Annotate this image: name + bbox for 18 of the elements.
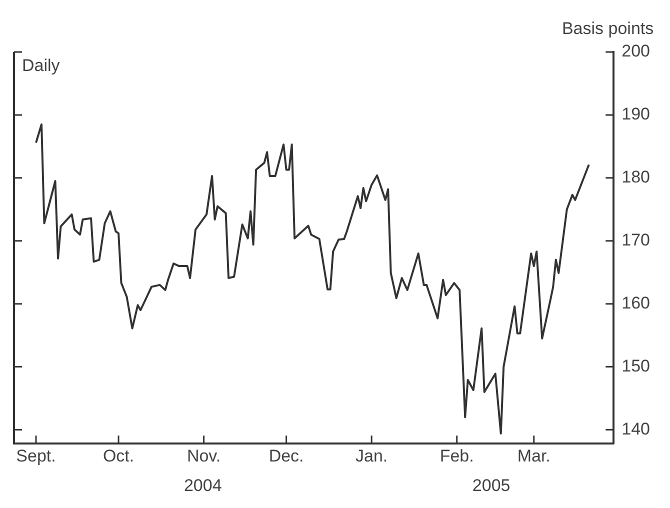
- text: 2005: [472, 476, 510, 495]
- y-tick-label: 190: [622, 104, 650, 124]
- x-tick-label: Mar.: [517, 446, 550, 466]
- text: 2004: [184, 476, 222, 495]
- x-tick-label: Feb.: [440, 446, 474, 466]
- y-tick-label: 160: [622, 294, 650, 313]
- x-tick-label: Jan.: [356, 446, 388, 466]
- x-tick-label: Nov.: [186, 446, 221, 466]
- y-tick-label: 140: [622, 419, 650, 438]
- y-axis-title: Basis points: [562, 19, 654, 38]
- y-tick-label: 180: [622, 168, 650, 187]
- y-tick-label: 170: [622, 230, 650, 250]
- y-tick-label: 150: [622, 356, 650, 376]
- y-tick-label: 200: [622, 42, 650, 61]
- annotation: Daily: [22, 56, 60, 76]
- x-tick-label: Sept.: [16, 446, 56, 466]
- x-tick-label: Dec.: [268, 446, 304, 466]
- x-tick-label: Oct.: [102, 446, 134, 466]
